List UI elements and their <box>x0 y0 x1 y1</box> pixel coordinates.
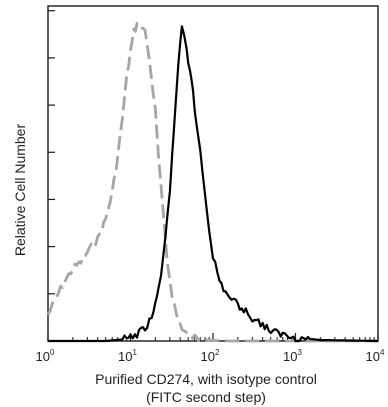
plot-frame <box>47 5 379 342</box>
x-tick-label: 103 <box>283 348 302 364</box>
x-tick-label: 100 <box>36 348 55 364</box>
x-axis-title-line2: (FITC second step) <box>146 389 266 405</box>
y-axis-title: Relative Cell Number <box>12 124 28 257</box>
series-layer <box>46 21 378 343</box>
x-ticks: 100 101 102 103 104 <box>36 333 385 364</box>
cd274-stained-series-line <box>48 25 378 343</box>
y-ticks <box>48 10 55 295</box>
isotype-control-series-line <box>46 21 378 343</box>
x-tick-label: 104 <box>366 348 385 364</box>
x-tick-label: 102 <box>201 348 220 364</box>
x-tick-label: 101 <box>118 348 137 364</box>
x-axis-title-line1: Purified CD274, with isotype control <box>95 371 317 387</box>
